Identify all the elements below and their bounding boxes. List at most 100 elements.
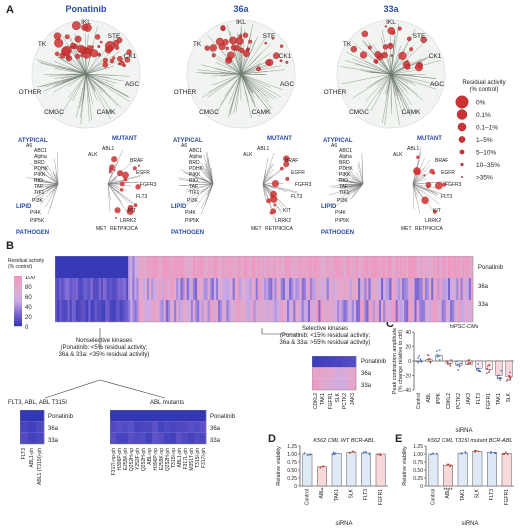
heatmap-cell <box>261 300 265 322</box>
kinome-branch <box>82 73 87 105</box>
heatmap-cell <box>215 278 219 300</box>
heatmap-cell <box>132 256 135 278</box>
kinome-branch <box>85 73 117 84</box>
heatmap-cell <box>194 410 201 422</box>
mini-tree-svg: ATYPICALA6ABC1AlphaBRDPDHKPIKKRIOTAFTIF1… <box>321 136 462 234</box>
heatmap-cell <box>157 300 160 322</box>
atypical-label: PDHK <box>34 166 49 172</box>
atypical-label: RIO <box>34 178 43 184</box>
inhibition-dot <box>204 45 210 51</box>
y-tick-label: 0.25 <box>287 476 297 482</box>
mini-branch <box>412 183 415 210</box>
inhibition-dot <box>109 58 115 64</box>
heatmap-cell <box>192 300 196 322</box>
mutant-dot <box>114 216 117 219</box>
heatmap-cell <box>364 278 367 300</box>
heatmap-cell <box>232 278 236 300</box>
mini-branch <box>335 171 364 185</box>
inhibition-dot <box>374 51 382 59</box>
inhibition-dot <box>94 34 101 40</box>
inhibition-dot <box>53 32 62 40</box>
heatmap-cell <box>170 410 177 422</box>
heatmap-cell <box>348 378 357 390</box>
x-tick-label: Control <box>431 489 437 505</box>
colorbar-segment <box>14 313 22 315</box>
heatmap-cell <box>136 256 139 278</box>
heatmap-cell <box>383 300 386 322</box>
y-axis-label-line: Relative viability <box>402 446 408 486</box>
mini-branch <box>262 183 299 194</box>
heatmap-cell <box>73 300 77 322</box>
heatmap-colorbar: 100 80 60 40 20 0 <box>14 276 36 331</box>
heatmap-cell <box>146 432 153 444</box>
mini-branch <box>412 183 418 197</box>
colorbar-tick: 60 <box>25 295 32 301</box>
heatmap-cell <box>337 256 340 278</box>
heatmap-cell <box>264 278 267 300</box>
kinome-branch <box>360 70 392 75</box>
heatmap-cell <box>55 256 58 278</box>
bar <box>428 453 439 487</box>
colorbar-segment <box>14 286 22 288</box>
heatmap-cell <box>412 278 415 300</box>
heatmap-cell <box>220 278 223 300</box>
heatmap-cell <box>351 278 355 300</box>
kinome-branch <box>390 73 402 97</box>
abl-title: ABL mutants <box>150 400 185 406</box>
x-tick-label: FLT3 <box>363 489 369 501</box>
heatmap-cell <box>132 278 135 300</box>
colorbar-segment <box>14 317 22 319</box>
heatmap-cell <box>319 367 327 379</box>
heatmap-cell <box>209 278 213 300</box>
kinome-branch <box>240 73 254 94</box>
inhibition-dot <box>271 37 275 40</box>
heatmap-cell <box>152 421 159 433</box>
heatmap-cell <box>339 256 342 278</box>
heatmap-cell <box>153 300 156 322</box>
heatmap-cell <box>203 278 206 300</box>
heatmap-cell <box>429 300 432 322</box>
heatmap-cell <box>169 256 173 278</box>
heatmap-cell <box>238 256 242 278</box>
mini-branch <box>107 183 136 205</box>
heatmap-cell <box>186 300 190 322</box>
data-point <box>508 374 510 377</box>
mini-branch <box>344 172 364 185</box>
heatmap-cell <box>205 300 208 322</box>
heatmap-cell <box>272 256 275 278</box>
heatmap-cell <box>94 256 98 278</box>
heatmap-cell <box>378 278 382 300</box>
y-tick-label: 1.00 <box>413 452 423 458</box>
heatmap-cell <box>326 367 335 379</box>
inhibition-dot <box>119 60 125 66</box>
data-point <box>432 452 434 455</box>
heatmap-cell <box>140 421 147 433</box>
atypical-label: BRD <box>189 160 200 166</box>
atypical-label: ATYPICAL <box>173 138 203 144</box>
kinome-branch <box>85 52 111 75</box>
heatmap-cell <box>169 300 173 322</box>
heatmap-cell <box>230 278 233 300</box>
data-point <box>468 359 470 361</box>
heatmap-cell <box>222 300 225 322</box>
data-point <box>449 364 452 367</box>
mini-branch <box>184 183 214 191</box>
mini-branch <box>201 183 214 209</box>
mini-branch <box>206 160 214 185</box>
heatmap-cell <box>128 300 131 322</box>
heatmap-cell <box>167 300 171 322</box>
group-label: CAMK <box>97 109 116 116</box>
heatmap-cell <box>165 300 169 322</box>
data-point <box>486 372 488 374</box>
heatmap-cell <box>107 300 110 322</box>
kinome-branch <box>240 36 267 75</box>
heatmap-cell <box>84 278 87 300</box>
heatmap-cell <box>322 300 325 322</box>
atypical-label: TAF <box>34 184 43 190</box>
data-point <box>506 453 509 456</box>
colorbar-segment <box>14 278 22 280</box>
mini-branch <box>262 164 272 185</box>
kinome-branch <box>240 73 252 118</box>
colorbar-tick: 40 <box>25 305 32 311</box>
bar <box>445 360 453 364</box>
